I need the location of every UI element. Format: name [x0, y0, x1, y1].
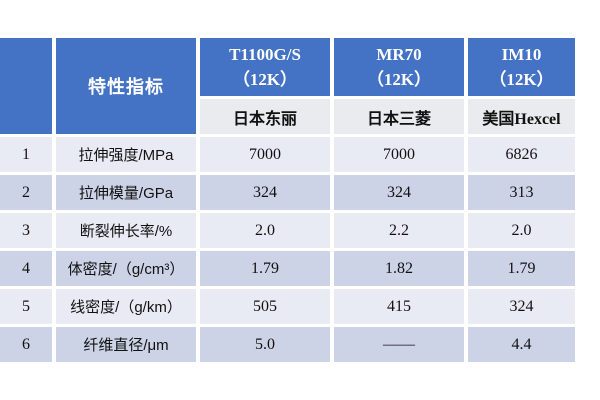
- product-spec: （12K）: [232, 70, 298, 89]
- corner-cell: [0, 38, 52, 134]
- value-cell: 2.2: [334, 213, 464, 248]
- row-label: 线密度/（g/km）: [56, 289, 196, 324]
- row-number: 3: [0, 213, 52, 248]
- value-cell: 324: [200, 175, 330, 210]
- row-number: 4: [0, 251, 52, 286]
- value-cell: 324: [468, 289, 575, 324]
- row-label: 拉伸模量/GPa: [56, 175, 196, 210]
- value-cell: 1.79: [468, 251, 575, 286]
- product-header-im10: IM10 （12K）: [468, 38, 575, 96]
- row-label: 体密度/（g/cm³）: [56, 251, 196, 286]
- row-label: 断裂伸长率/%: [56, 213, 196, 248]
- value-cell: 7000: [200, 137, 330, 172]
- row-label: 纤维直径/μm: [56, 327, 196, 362]
- value-cell: 415: [334, 289, 464, 324]
- product-spec: （12K）: [366, 70, 432, 89]
- product-name: IM10: [501, 45, 542, 64]
- value-cell: 2.0: [468, 213, 575, 248]
- maker-cell-toray: 日本东丽: [200, 99, 330, 134]
- value-cell: 1.79: [200, 251, 330, 286]
- product-header-t1100gs: T1100G/S （12K）: [200, 38, 330, 96]
- value-cell: 7000: [334, 137, 464, 172]
- row-label: 拉伸强度/MPa: [56, 137, 196, 172]
- row-number: 2: [0, 175, 52, 210]
- maker-cell-hexcel: 美国Hexcel: [468, 99, 575, 134]
- value-cell: ——: [334, 327, 464, 362]
- value-cell: 1.82: [334, 251, 464, 286]
- properties-table: 特性指标 T1100G/S （12K） MR70 （12K） IM10 （12K…: [0, 38, 575, 362]
- product-header-mr70: MR70 （12K）: [334, 38, 464, 96]
- value-cell: 2.0: [200, 213, 330, 248]
- row-number: 1: [0, 137, 52, 172]
- maker-cell-mitsubishi: 日本三菱: [334, 99, 464, 134]
- product-name: T1100G/S: [229, 45, 301, 64]
- value-cell: 6826: [468, 137, 575, 172]
- value-cell: 4.4: [468, 327, 575, 362]
- feature-header: 特性指标: [56, 38, 196, 134]
- value-cell: 5.0: [200, 327, 330, 362]
- product-name: MR70: [376, 45, 422, 64]
- row-number: 5: [0, 289, 52, 324]
- row-number: 6: [0, 327, 52, 362]
- value-cell: 324: [334, 175, 464, 210]
- product-spec: （12K）: [489, 70, 554, 89]
- value-cell: 313: [468, 175, 575, 210]
- value-cell: 505: [200, 289, 330, 324]
